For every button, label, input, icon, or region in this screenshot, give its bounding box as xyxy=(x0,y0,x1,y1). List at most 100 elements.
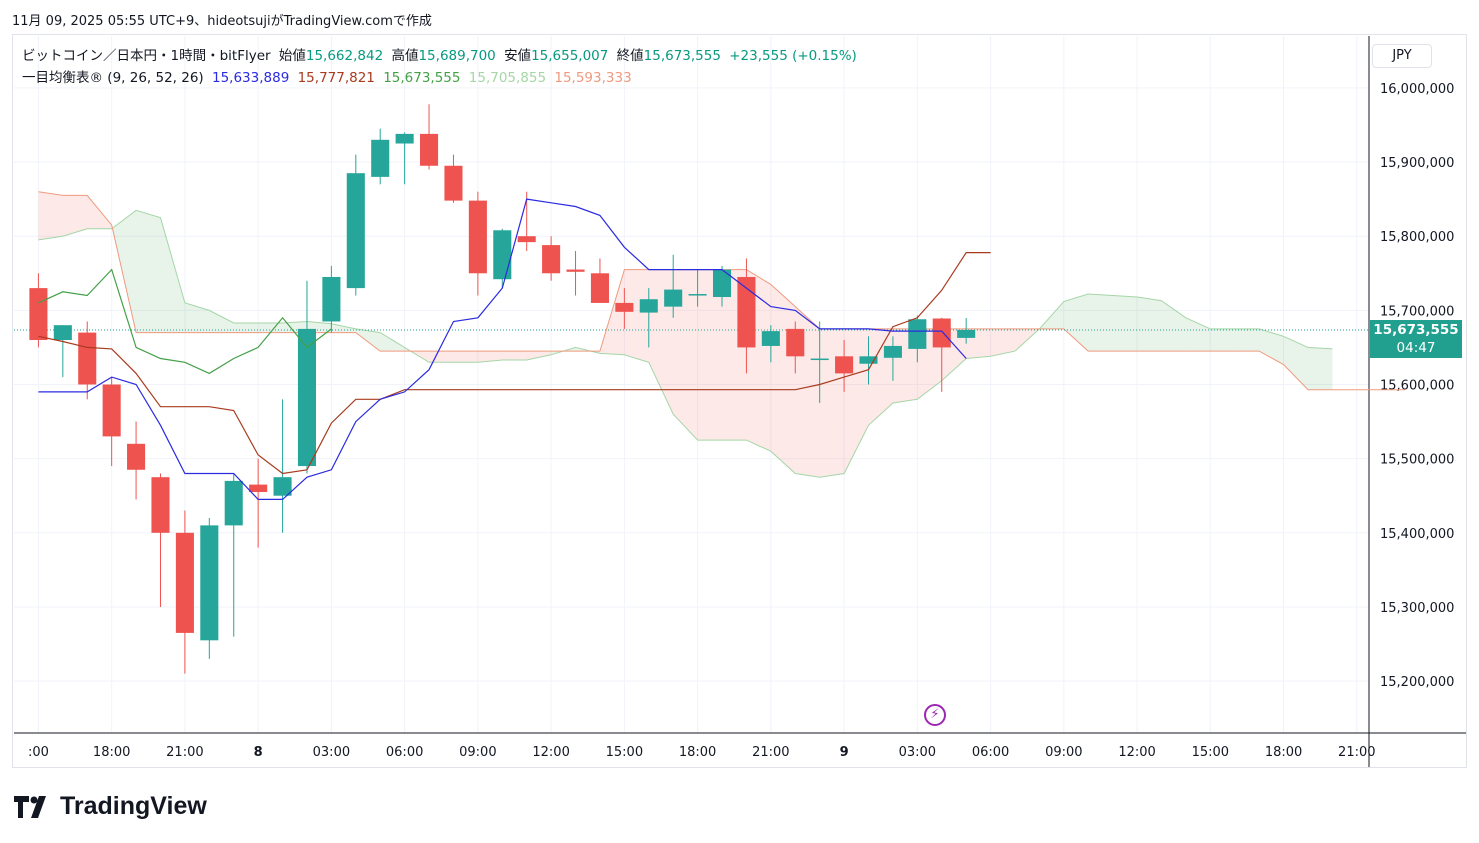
candle-up xyxy=(273,477,292,496)
candle-up xyxy=(200,525,219,641)
y-tick-label: 16,000,000 xyxy=(1380,82,1454,97)
candle-up xyxy=(883,345,902,358)
candle-down xyxy=(29,288,48,341)
close-label: 終値 xyxy=(616,48,644,64)
x-tick-label: 15:00 xyxy=(606,745,643,760)
y-tick-label: 15,400,000 xyxy=(1380,527,1454,542)
cloud-segment xyxy=(184,302,210,333)
candle-up xyxy=(957,329,976,338)
cloud-segment xyxy=(844,328,869,474)
candle-down xyxy=(786,328,805,357)
cloud-segment xyxy=(1161,300,1186,352)
cloud-segment xyxy=(233,322,259,333)
candle-down xyxy=(615,302,634,312)
open-label: 始値 xyxy=(278,48,306,64)
low-value: 15,655,007 xyxy=(531,48,609,64)
x-tick-label: 9 xyxy=(840,745,849,760)
chikou-line xyxy=(38,268,332,375)
cloud-segment xyxy=(1307,347,1333,390)
bar-countdown: 04:47 xyxy=(1396,340,1436,356)
cloud-segment xyxy=(502,351,527,361)
tradingview-logo[interactable]: TradingView xyxy=(14,792,207,821)
cloud-segment xyxy=(1063,294,1089,352)
candle-up xyxy=(224,480,243,526)
cloud-segment xyxy=(868,328,893,426)
candle-up xyxy=(297,328,317,467)
change-value: +23,555 (+0.15%) xyxy=(729,48,857,64)
cloud-segment xyxy=(429,351,454,363)
tenkan-line xyxy=(38,198,967,500)
candle-down xyxy=(835,356,854,374)
candle-up xyxy=(859,356,878,364)
candle-down xyxy=(468,200,487,274)
cloud-segment xyxy=(624,269,649,363)
x-tick-label: :00 xyxy=(28,745,49,760)
candle-down xyxy=(737,276,756,348)
x-tick-label: 21:00 xyxy=(166,745,203,760)
chart-frame xyxy=(12,34,1467,768)
candle-down xyxy=(102,384,121,437)
cloud-segment xyxy=(477,351,503,363)
cloud-segment xyxy=(1137,297,1162,352)
y-tick-label: 15,700,000 xyxy=(1380,304,1454,319)
cloud-segment xyxy=(1283,336,1308,390)
ohlc-legend: ビットコイン／日本円・1時間・bitFlyer 始値15,662,842 高値 1… xyxy=(22,44,861,64)
x-tick-label: 03:00 xyxy=(313,745,350,760)
candle-down xyxy=(444,165,463,201)
candle-down xyxy=(542,245,561,274)
x-tick-label: 18:00 xyxy=(679,745,716,760)
symbol-title[interactable]: ビットコイン／日本円・1時間・bitFlyer xyxy=(22,48,271,64)
cloud-segment xyxy=(38,191,63,240)
candle-up xyxy=(346,173,365,289)
close-value: 15,673,555 xyxy=(643,48,721,64)
candle-down xyxy=(566,269,585,272)
cloud-segment xyxy=(258,322,283,333)
cloud-segment xyxy=(526,351,552,361)
open-value: 15,662,842 xyxy=(305,48,384,64)
tv-logo-icon xyxy=(14,795,46,818)
candle-up xyxy=(395,133,414,144)
indicator-legend[interactable]: 一目均衡表® (9, 26, 52, 26) 15,633,889 15,777… xyxy=(22,66,636,86)
x-tick-label: 09:00 xyxy=(459,745,496,760)
cloud-segment xyxy=(380,332,405,352)
y-tick-label: 15,300,000 xyxy=(1380,601,1454,616)
low-label: 安値 xyxy=(504,48,532,64)
span-b-value: 15,593,333 xyxy=(554,70,632,86)
cloud-segment xyxy=(697,269,723,441)
cloud-segment xyxy=(1185,317,1211,352)
currency-button[interactable]: JPY xyxy=(1372,44,1432,68)
cloud-segment xyxy=(1234,328,1260,352)
cloud-segment xyxy=(136,210,161,333)
cloud-segment xyxy=(1210,328,1235,352)
cloud-segment xyxy=(1112,295,1138,352)
x-tick-label: 15:00 xyxy=(1192,745,1229,760)
candle-down xyxy=(517,236,536,243)
logo-text: TradingView xyxy=(60,792,207,820)
candle-down xyxy=(151,477,170,533)
chart-snapshot-header: 11月 09, 2025 05:55 UTC+9、hideotsujiがTrad… xyxy=(12,14,432,29)
lightning-icon[interactable]: ⚡ xyxy=(924,704,946,726)
candle-up xyxy=(761,331,780,346)
chikou-value: 15,673,555 xyxy=(383,70,461,86)
candle-down xyxy=(932,318,951,348)
span-a-line xyxy=(38,209,1333,478)
x-tick-label: 12:00 xyxy=(532,745,569,760)
candle-up xyxy=(53,325,72,341)
y-tick-label: 15,200,000 xyxy=(1380,675,1454,690)
x-tick-label: 21:00 xyxy=(1338,745,1375,760)
kijun-line xyxy=(38,252,991,475)
cloud-segment xyxy=(331,323,356,333)
candle-down xyxy=(249,484,268,493)
tenkan-value: 15,633,889 xyxy=(212,70,290,86)
high-label: 高値 xyxy=(391,48,419,64)
y-tick-label: 15,800,000 xyxy=(1380,230,1454,245)
last-price: 15,673,555 xyxy=(1373,322,1459,338)
x-tick-label: 12:00 xyxy=(1118,745,1155,760)
cloud-segment xyxy=(673,269,698,441)
x-tick-label: 8 xyxy=(254,745,263,760)
span-a-value: 15,705,855 xyxy=(468,70,547,86)
candle-down xyxy=(175,532,194,633)
indicator-params: (9, 26, 52, 26) xyxy=(107,70,204,86)
candle-up xyxy=(664,289,683,307)
